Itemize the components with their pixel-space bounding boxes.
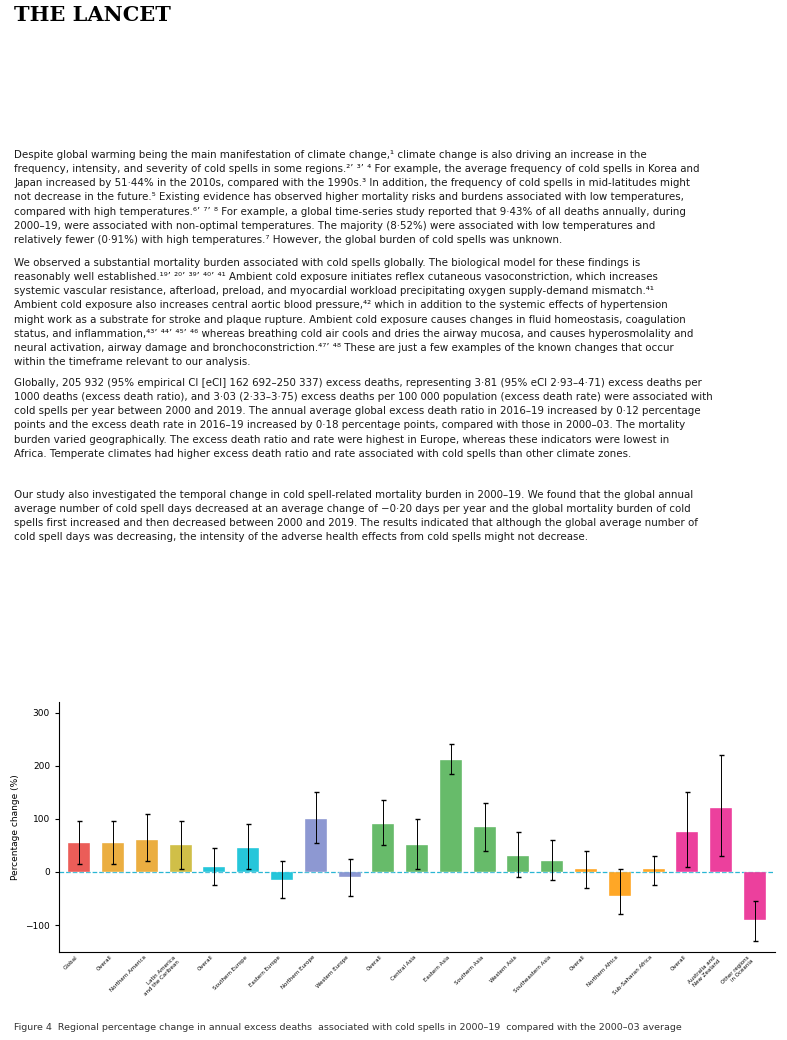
Text: Sub-Saharan Africa: Sub-Saharan Africa: [612, 955, 653, 996]
Text: Global: Global: [63, 955, 79, 970]
Bar: [372, 824, 394, 872]
Text: Latin America
and the Caribean: Latin America and the Caribean: [139, 955, 181, 996]
Bar: [710, 808, 732, 872]
Text: Global, regional, and national burden of mortality associated with cold
spells d: Global, regional, and national burden of…: [20, 30, 628, 66]
Text: THE LANCET: THE LANCET: [14, 5, 171, 25]
Text: Overall: Overall: [568, 955, 586, 972]
Text: Eastern Asia: Eastern Asia: [423, 955, 451, 983]
Bar: [609, 872, 630, 895]
Text: Globally, 205 932 (95% empirical CI [eCI] 162 692–250 337) excess deaths, repres: Globally, 205 932 (95% empirical CI [eCI…: [14, 378, 713, 459]
Text: Overall: Overall: [96, 955, 113, 972]
Text: Yuan Gao, MSc  •  Wenzhong Huang, MPH  •  Prof Qi Zhao, PhD  •  Niilo Ryti, PhD : Yuan Gao, MSc • Wenzhong Huang, MPH • Pr…: [18, 96, 538, 104]
Text: Australia and
New Zealand: Australia and New Zealand: [688, 955, 721, 988]
Bar: [136, 840, 158, 872]
Bar: [676, 832, 698, 872]
Text: Western Europe: Western Europe: [316, 955, 349, 989]
Text: Eastern Europe: Eastern Europe: [249, 955, 282, 988]
Bar: [508, 856, 530, 872]
Text: Overall: Overall: [366, 955, 383, 972]
Bar: [102, 842, 124, 872]
Bar: [271, 872, 293, 880]
Text: VOLUME 8, ISSUE 2, E108–E116, FEBRUARY 2024: VOLUME 8, ISSUE 2, E108–E116, FEBRUARY 2…: [18, 129, 321, 139]
Text: Figure 4  Regional percentage change in annual excess deaths  associated with co: Figure 4 Regional percentage change in a…: [14, 1022, 682, 1032]
Y-axis label: Percentage change (%): Percentage change (%): [11, 774, 20, 880]
Text: Overall: Overall: [197, 955, 214, 972]
Text: Western Asia: Western Asia: [490, 955, 519, 984]
Bar: [68, 842, 91, 872]
Bar: [170, 846, 191, 872]
Text: Our study also investigated the temporal change in cold spell-related mortality : Our study also investigated the temporal…: [14, 490, 698, 543]
Bar: [744, 872, 766, 919]
Bar: [305, 818, 327, 872]
Text: Prof Antonio Gasparrini, PhD  • et al.  Show all authors  •  Show footnotes: Prof Antonio Gasparrini, PhD • et al. Sh…: [18, 109, 371, 119]
Text: Southeastern Asia: Southeastern Asia: [513, 955, 552, 994]
Bar: [541, 861, 563, 872]
Bar: [237, 848, 259, 872]
Bar: [575, 869, 597, 872]
Text: Overall: Overall: [670, 955, 687, 972]
Text: Central Asia: Central Asia: [390, 955, 417, 982]
Text: Northern America: Northern America: [109, 955, 147, 993]
Bar: [338, 872, 360, 878]
Bar: [204, 866, 225, 872]
Text: Northern Africa: Northern Africa: [586, 955, 620, 988]
Bar: [643, 869, 664, 872]
Bar: [440, 760, 462, 872]
Text: Other regions
in Oceania: Other regions in Oceania: [721, 955, 755, 989]
Text: Despite global warming being the main manifestation of climate change,¹ climate : Despite global warming being the main ma…: [14, 150, 700, 245]
Text: Southern Asia: Southern Asia: [454, 955, 485, 986]
Text: Northern Europe: Northern Europe: [280, 955, 316, 990]
Bar: [474, 827, 496, 872]
Text: We observed a substantial mortality burden associated with cold spells globally.: We observed a substantial mortality burd…: [14, 258, 693, 367]
Text: Southern Europe: Southern Europe: [212, 955, 248, 991]
Bar: [406, 846, 428, 872]
